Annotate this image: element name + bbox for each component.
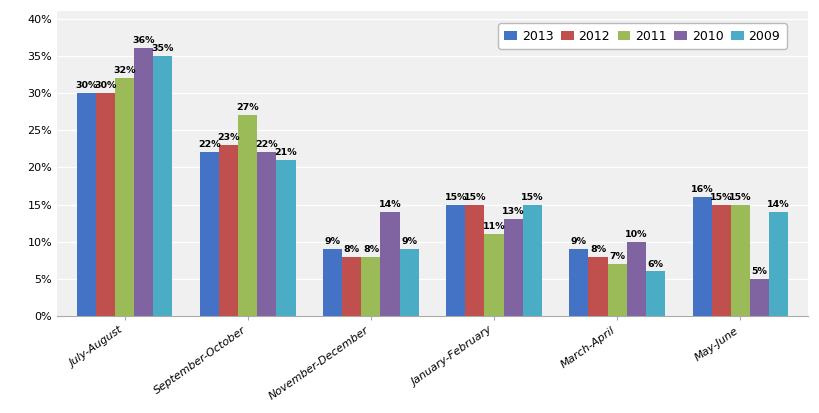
Text: 30%: 30% [75,81,97,90]
Text: 5%: 5% [751,267,767,276]
Bar [361,256,381,316]
Bar [77,93,96,316]
Text: 11%: 11% [482,222,505,231]
Text: 15%: 15% [729,192,752,202]
Text: 15%: 15% [464,192,486,202]
Bar [96,93,115,316]
Bar [608,264,627,316]
Bar [324,249,342,316]
Text: 30%: 30% [94,81,117,90]
Bar [381,212,400,316]
Text: 14%: 14% [378,200,401,209]
Bar [153,56,173,316]
Text: 15%: 15% [445,192,467,202]
Bar [446,204,465,316]
Bar [342,256,361,316]
Bar [523,204,541,316]
Text: 9%: 9% [401,237,417,246]
Bar [277,160,296,316]
Bar [400,249,419,316]
Bar [134,48,153,316]
Bar [712,204,731,316]
Text: 7%: 7% [609,252,625,261]
Bar [504,219,523,316]
Text: 14%: 14% [767,200,790,209]
Text: 22%: 22% [256,140,278,150]
Text: 23%: 23% [218,133,240,142]
Bar [589,256,608,316]
Text: 9%: 9% [325,237,341,246]
Bar [200,152,219,316]
Legend: 2013, 2012, 2011, 2010, 2009: 2013, 2012, 2011, 2010, 2009 [498,24,786,49]
Bar [749,279,769,316]
Text: 15%: 15% [710,192,732,202]
Text: 8%: 8% [363,244,379,254]
Bar [219,145,238,316]
Text: 22%: 22% [198,140,221,150]
Text: 16%: 16% [690,185,713,194]
Bar [257,152,277,316]
Text: 27%: 27% [237,103,259,112]
Bar [115,78,134,316]
Bar [485,234,504,316]
Bar [645,271,665,316]
Text: 10%: 10% [625,230,648,239]
Text: 8%: 8% [590,244,606,254]
Bar [465,204,485,316]
Bar [627,242,645,316]
Bar [769,212,788,316]
Text: 32%: 32% [114,66,136,75]
Text: 6%: 6% [647,259,663,268]
Bar [731,204,749,316]
Text: 35%: 35% [152,44,174,53]
Text: 15%: 15% [521,192,544,202]
Text: 13%: 13% [502,207,524,216]
Text: 8%: 8% [344,244,360,254]
Bar [569,249,589,316]
Text: 36%: 36% [133,36,155,45]
Text: 9%: 9% [571,237,587,246]
Bar [693,197,712,316]
Bar [238,115,257,316]
Text: 21%: 21% [274,148,297,157]
